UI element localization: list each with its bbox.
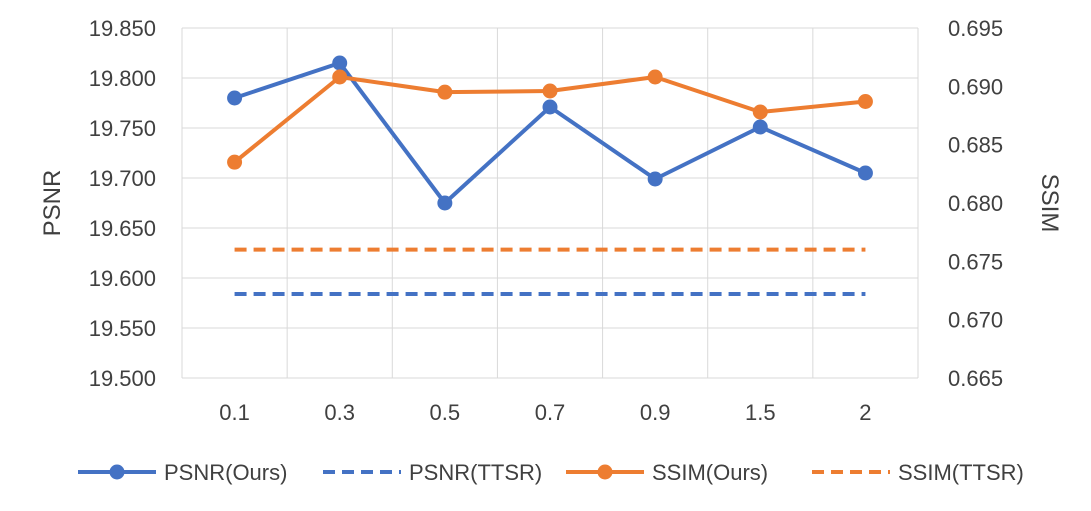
y-tick-label: 19.850 — [89, 16, 156, 41]
x-tick-label: 2 — [859, 400, 871, 425]
y-tick-label: 19.750 — [89, 116, 156, 141]
data-point-psnr-ours — [227, 90, 243, 106]
legend-label-psnr-ttsr: PSNR(TTSR) — [409, 460, 542, 485]
data-point-psnr-ours — [857, 165, 873, 181]
y2-tick-label: 0.665 — [948, 366, 1003, 391]
y2-axis-title: SSIM — [1036, 174, 1063, 233]
legend-label-psnr-ours: PSNR(Ours) — [164, 460, 287, 485]
x-tick-label: 0.7 — [535, 400, 566, 425]
y2-tick-label: 0.680 — [948, 191, 1003, 216]
legend-marker-ssim-ours — [597, 464, 613, 480]
y2-tick-label: 0.695 — [948, 16, 1003, 41]
data-point-ssim-ours — [647, 69, 663, 85]
data-point-psnr-ours — [437, 195, 453, 211]
x-tick-label: 0.1 — [219, 400, 250, 425]
y-tick-label: 19.650 — [89, 216, 156, 241]
y2-tick-label: 0.675 — [948, 249, 1003, 274]
y-tick-label: 19.800 — [89, 66, 156, 91]
data-point-ssim-ours — [227, 154, 243, 170]
x-tick-label: 0.9 — [640, 400, 671, 425]
legend-marker-psnr-ours — [109, 464, 125, 480]
y-tick-label: 19.500 — [89, 366, 156, 391]
data-point-psnr-ours — [752, 119, 768, 135]
y2-tick-label: 0.690 — [948, 74, 1003, 99]
axes: 19.500 19.550 19.600 19.650 19.700 19.750 19.8… — [39, 16, 1063, 425]
y-tick-label: 19.600 — [89, 266, 156, 291]
data-point-psnr-ours — [542, 99, 558, 115]
y-tick-label: 19.550 — [89, 316, 156, 341]
data-point-ssim-ours — [542, 83, 558, 99]
data-point-ssim-ours — [332, 69, 348, 85]
x-tick-label: 0.3 — [324, 400, 355, 425]
data-point-psnr-ours — [332, 55, 348, 71]
x-tick-label: 0.5 — [430, 400, 461, 425]
y2-tick-label: 0.685 — [948, 133, 1003, 158]
legend-label-ssim-ttsr: SSIM(TTSR) — [898, 460, 1024, 485]
data-point-psnr-ours — [647, 171, 663, 187]
y-tick-label: 19.700 — [89, 166, 156, 191]
y2-tick-label: 0.670 — [948, 308, 1003, 333]
legend: PSNR(Ours) PSNR(TTSR) SSIM(Ours) SSIM(TTSR) — [78, 460, 1024, 485]
legend-label-ssim-ours: SSIM(Ours) — [652, 460, 768, 485]
data-point-ssim-ours — [437, 84, 453, 100]
series-layer — [227, 55, 873, 296]
data-point-ssim-ours — [857, 94, 873, 109]
x-tick-label: 1.5 — [745, 400, 776, 425]
y-axis-title: PSNR — [39, 170, 66, 237]
data-point-ssim-ours — [752, 104, 768, 120]
